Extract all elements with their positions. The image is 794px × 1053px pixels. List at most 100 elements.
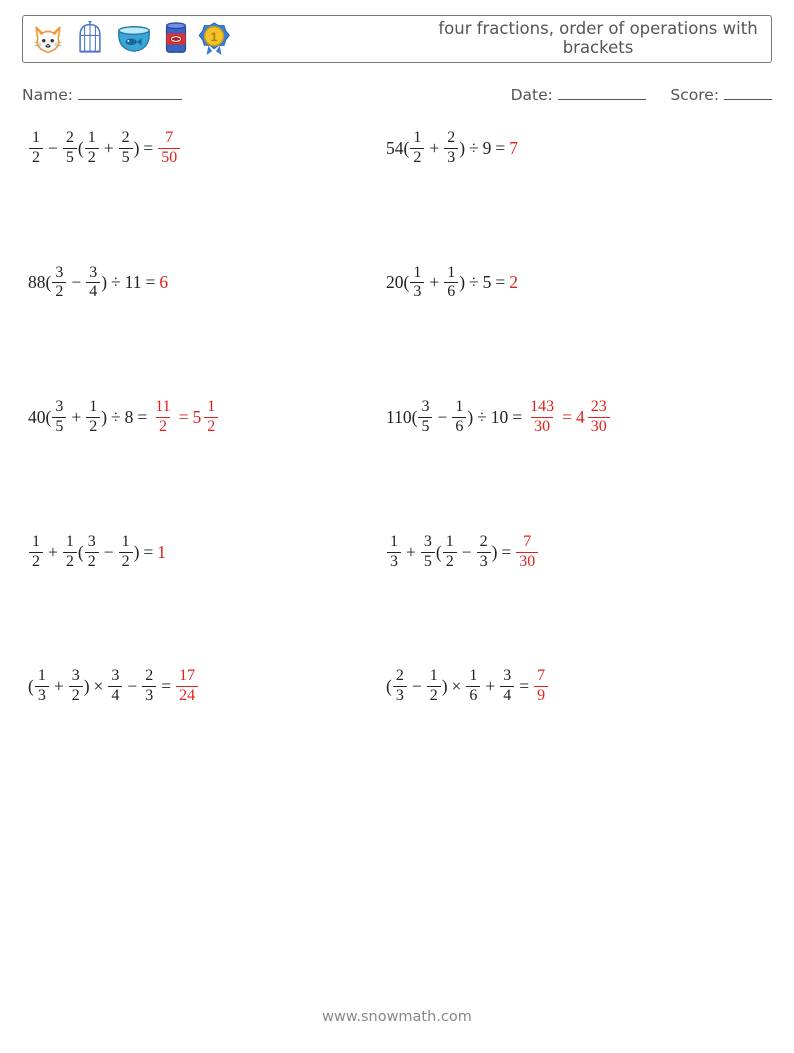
name-label: Name: bbox=[22, 86, 73, 104]
fraction: 23 bbox=[444, 130, 458, 167]
problem-cell: 20(13+16)÷5=2 bbox=[386, 265, 518, 302]
date-label: Date: bbox=[511, 86, 553, 104]
fraction: 34 bbox=[108, 668, 122, 705]
problem-cell: (13+32)×34−23=1724 bbox=[22, 668, 386, 705]
operator: + bbox=[54, 676, 64, 697]
date-score: Date: Score: bbox=[511, 85, 772, 104]
fraction: 12 bbox=[86, 399, 100, 436]
operator: + bbox=[485, 676, 495, 697]
text-token: ( bbox=[78, 542, 84, 563]
fraction: 79 bbox=[534, 668, 548, 705]
operator: ÷ bbox=[477, 407, 487, 428]
fraction: 12 bbox=[63, 534, 77, 571]
text-token: ( bbox=[436, 542, 442, 563]
equation: 12+12(32−12)=1 bbox=[28, 534, 166, 571]
score-blank bbox=[724, 85, 772, 100]
text-token: ) bbox=[459, 138, 465, 159]
fishbowl-icon bbox=[115, 23, 153, 55]
mixed-number: 512 bbox=[193, 399, 220, 436]
problem-row: (13+32)×34−23=1724(23−12)×16+34=79 bbox=[22, 668, 772, 705]
fraction: 35 bbox=[421, 534, 435, 571]
operator: = bbox=[495, 272, 505, 293]
operator: = bbox=[501, 542, 511, 563]
fraction: 750 bbox=[158, 130, 180, 167]
text-token: ( bbox=[386, 676, 392, 697]
text-token: 2 bbox=[509, 272, 518, 293]
text-token: ) bbox=[492, 542, 498, 563]
fraction: 35 bbox=[52, 399, 66, 436]
problem-cell: 12−25(12+25)=750 bbox=[22, 130, 386, 167]
cat-icon bbox=[31, 22, 65, 56]
text-token: 9 bbox=[483, 138, 492, 159]
text-token: 54( bbox=[386, 138, 409, 159]
operator: + bbox=[71, 407, 81, 428]
score-label: Score: bbox=[670, 86, 719, 104]
problem-cell: 88(32−34)÷11=6 bbox=[22, 265, 386, 302]
operator: ÷ bbox=[469, 138, 479, 159]
fraction: 34 bbox=[86, 265, 100, 302]
problem-row: 40(35+12)÷8=112=512110(35−16)÷10=14330=4… bbox=[22, 399, 772, 436]
operator: = bbox=[137, 407, 147, 428]
operator: + bbox=[104, 138, 114, 159]
text-token: 5 bbox=[483, 272, 492, 293]
fraction: 16 bbox=[452, 399, 466, 436]
operator: + bbox=[48, 542, 58, 563]
fraction: 32 bbox=[52, 265, 66, 302]
operator: = bbox=[161, 676, 171, 697]
fraction: 25 bbox=[63, 130, 77, 167]
fraction: 34 bbox=[500, 668, 514, 705]
birdcage-icon bbox=[75, 21, 105, 57]
equation: 12−25(12+25)=750 bbox=[28, 130, 181, 167]
text-token: 88( bbox=[28, 272, 51, 293]
fraction: 23 bbox=[393, 668, 407, 705]
problem-cell: 110(35−16)÷10=14330=42330 bbox=[386, 399, 611, 436]
text-token: ) bbox=[101, 407, 107, 428]
operator: = bbox=[519, 676, 529, 697]
text-token: ) bbox=[459, 272, 465, 293]
problem-cell: 13+35(12−23)=730 bbox=[386, 534, 539, 571]
operator: ÷ bbox=[469, 272, 479, 293]
operator: × bbox=[94, 676, 104, 697]
problem-row: 12+12(32−12)=1 13+35(12−23)=730 bbox=[22, 534, 772, 571]
fraction: 112 bbox=[152, 399, 173, 436]
fraction: 12 bbox=[410, 130, 424, 167]
text-token: ) bbox=[134, 542, 140, 563]
text-token: 1 bbox=[157, 542, 166, 563]
fraction: 23 bbox=[477, 534, 491, 571]
fraction: 23 bbox=[142, 668, 156, 705]
fraction: 13 bbox=[387, 534, 401, 571]
operator: − bbox=[48, 138, 58, 159]
text-token: 40( bbox=[28, 407, 51, 428]
fraction: 12 bbox=[427, 668, 441, 705]
text-token: ) bbox=[442, 676, 448, 697]
equation: 54(12+23)÷9=7 bbox=[386, 130, 518, 167]
text-token: 20( bbox=[386, 272, 409, 293]
equation: 110(35−16)÷10=14330=42330 bbox=[386, 399, 611, 436]
fraction: 12 bbox=[204, 399, 218, 436]
equation: 40(35+12)÷8=112=512 bbox=[28, 399, 219, 436]
operator: = bbox=[143, 138, 153, 159]
equation: 88(32−34)÷11=6 bbox=[28, 265, 168, 302]
fraction: 35 bbox=[418, 399, 432, 436]
fraction: 12 bbox=[85, 130, 99, 167]
header-icons: 1 bbox=[31, 21, 231, 57]
fraction: 32 bbox=[85, 534, 99, 571]
fraction: 2330 bbox=[588, 399, 610, 436]
operator: = bbox=[143, 542, 153, 563]
footer-text: www.snowmath.com bbox=[0, 1009, 794, 1025]
fraction: 16 bbox=[466, 668, 480, 705]
text-token: ( bbox=[78, 138, 84, 159]
equation: (13+32)×34−23=1724 bbox=[28, 668, 199, 705]
operator: × bbox=[452, 676, 462, 697]
fraction: 1724 bbox=[176, 668, 198, 705]
page: 1 four fractions, order of operations wi… bbox=[0, 0, 794, 1053]
operator: = bbox=[512, 407, 522, 428]
operator: = bbox=[495, 138, 505, 159]
equation: (23−12)×16+34=79 bbox=[386, 668, 549, 705]
svg-text:1: 1 bbox=[211, 30, 218, 44]
operator: − bbox=[127, 676, 137, 697]
problem-cell: 12+12(32−12)=1 bbox=[22, 534, 386, 571]
operator: ÷ bbox=[111, 407, 121, 428]
info-row: Name: Date: Score: bbox=[22, 85, 772, 104]
name-field: Name: bbox=[22, 85, 182, 104]
